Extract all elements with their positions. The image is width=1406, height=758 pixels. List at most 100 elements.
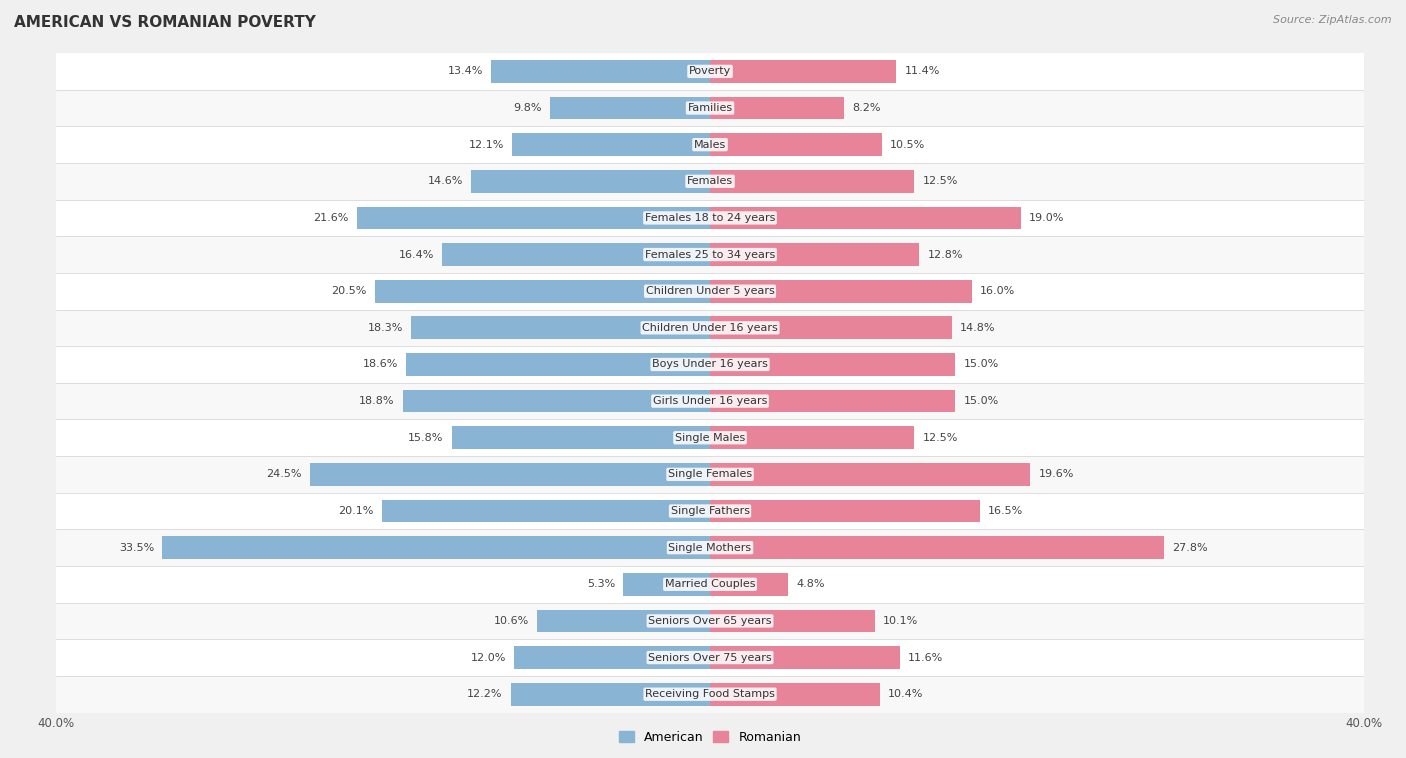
Text: 4.8%: 4.8% [797, 579, 825, 589]
Text: AMERICAN VS ROMANIAN POVERTY: AMERICAN VS ROMANIAN POVERTY [14, 15, 316, 30]
Text: 10.5%: 10.5% [890, 139, 925, 149]
Text: Females: Females [688, 177, 733, 186]
Bar [710, 97, 844, 119]
Bar [163, 537, 710, 559]
Text: 20.1%: 20.1% [337, 506, 374, 516]
Text: 33.5%: 33.5% [120, 543, 155, 553]
Text: 18.6%: 18.6% [363, 359, 398, 369]
Bar [56, 199, 1364, 236]
Bar [510, 683, 710, 706]
Text: 12.0%: 12.0% [471, 653, 506, 662]
Bar [710, 427, 914, 449]
Text: 19.6%: 19.6% [1039, 469, 1074, 479]
Text: Boys Under 16 years: Boys Under 16 years [652, 359, 768, 369]
Bar [309, 463, 710, 486]
Bar [56, 273, 1364, 309]
Bar [441, 243, 710, 266]
Text: 9.8%: 9.8% [513, 103, 541, 113]
Bar [710, 353, 955, 376]
Text: 11.6%: 11.6% [908, 653, 943, 662]
Bar [710, 647, 900, 669]
Bar [550, 97, 710, 119]
Bar [56, 163, 1364, 199]
Text: 19.0%: 19.0% [1029, 213, 1064, 223]
Text: 10.6%: 10.6% [494, 616, 529, 626]
Bar [710, 243, 920, 266]
Bar [56, 383, 1364, 419]
Bar [381, 500, 710, 522]
Text: 12.1%: 12.1% [468, 139, 505, 149]
Text: Seniors Over 65 years: Seniors Over 65 years [648, 616, 772, 626]
Text: 27.8%: 27.8% [1173, 543, 1208, 553]
Bar [56, 603, 1364, 639]
Text: 12.5%: 12.5% [922, 433, 957, 443]
Bar [357, 207, 710, 229]
Text: 18.8%: 18.8% [359, 396, 395, 406]
Bar [710, 463, 1031, 486]
Text: 12.8%: 12.8% [928, 249, 963, 259]
Text: 13.4%: 13.4% [447, 67, 482, 77]
Bar [56, 676, 1364, 713]
Text: 12.5%: 12.5% [922, 177, 957, 186]
Text: Children Under 16 years: Children Under 16 years [643, 323, 778, 333]
Bar [710, 390, 955, 412]
Text: Single Fathers: Single Fathers [671, 506, 749, 516]
Bar [56, 529, 1364, 566]
Bar [56, 566, 1364, 603]
Text: 14.8%: 14.8% [960, 323, 995, 333]
Text: Single Females: Single Females [668, 469, 752, 479]
Bar [710, 573, 789, 596]
Text: 5.3%: 5.3% [586, 579, 616, 589]
Text: 15.0%: 15.0% [963, 396, 998, 406]
Legend: American, Romanian: American, Romanian [614, 726, 806, 749]
Text: 15.0%: 15.0% [963, 359, 998, 369]
Text: Females 25 to 34 years: Females 25 to 34 years [645, 249, 775, 259]
Bar [710, 683, 880, 706]
Text: 18.3%: 18.3% [367, 323, 402, 333]
Text: 15.8%: 15.8% [408, 433, 444, 443]
Bar [56, 346, 1364, 383]
Bar [402, 390, 710, 412]
Bar [56, 456, 1364, 493]
Text: 16.0%: 16.0% [980, 287, 1015, 296]
Text: Poverty: Poverty [689, 67, 731, 77]
Text: 8.2%: 8.2% [852, 103, 880, 113]
Bar [537, 609, 710, 632]
Text: 16.4%: 16.4% [398, 249, 434, 259]
Bar [406, 353, 710, 376]
Bar [710, 170, 914, 193]
Bar [623, 573, 710, 596]
Bar [710, 500, 980, 522]
Bar [56, 493, 1364, 529]
Bar [710, 207, 1021, 229]
Text: Females 18 to 24 years: Females 18 to 24 years [645, 213, 775, 223]
Text: 24.5%: 24.5% [266, 469, 301, 479]
Bar [512, 133, 710, 156]
Bar [56, 639, 1364, 676]
Text: 14.6%: 14.6% [427, 177, 463, 186]
Bar [56, 236, 1364, 273]
Bar [375, 280, 710, 302]
Text: 16.5%: 16.5% [988, 506, 1024, 516]
Bar [491, 60, 710, 83]
Bar [56, 127, 1364, 163]
Text: Seniors Over 75 years: Seniors Over 75 years [648, 653, 772, 662]
Text: Girls Under 16 years: Girls Under 16 years [652, 396, 768, 406]
Bar [710, 133, 882, 156]
Bar [710, 280, 972, 302]
Bar [56, 309, 1364, 346]
Text: Receiving Food Stamps: Receiving Food Stamps [645, 689, 775, 699]
Bar [515, 647, 710, 669]
Text: 20.5%: 20.5% [332, 287, 367, 296]
Bar [710, 317, 952, 339]
Text: Single Males: Single Males [675, 433, 745, 443]
Text: 10.1%: 10.1% [883, 616, 918, 626]
Text: 10.4%: 10.4% [889, 689, 924, 699]
Bar [56, 53, 1364, 89]
Bar [710, 609, 875, 632]
Text: Children Under 5 years: Children Under 5 years [645, 287, 775, 296]
Text: Married Couples: Married Couples [665, 579, 755, 589]
Bar [56, 419, 1364, 456]
Bar [56, 89, 1364, 127]
Text: Families: Families [688, 103, 733, 113]
